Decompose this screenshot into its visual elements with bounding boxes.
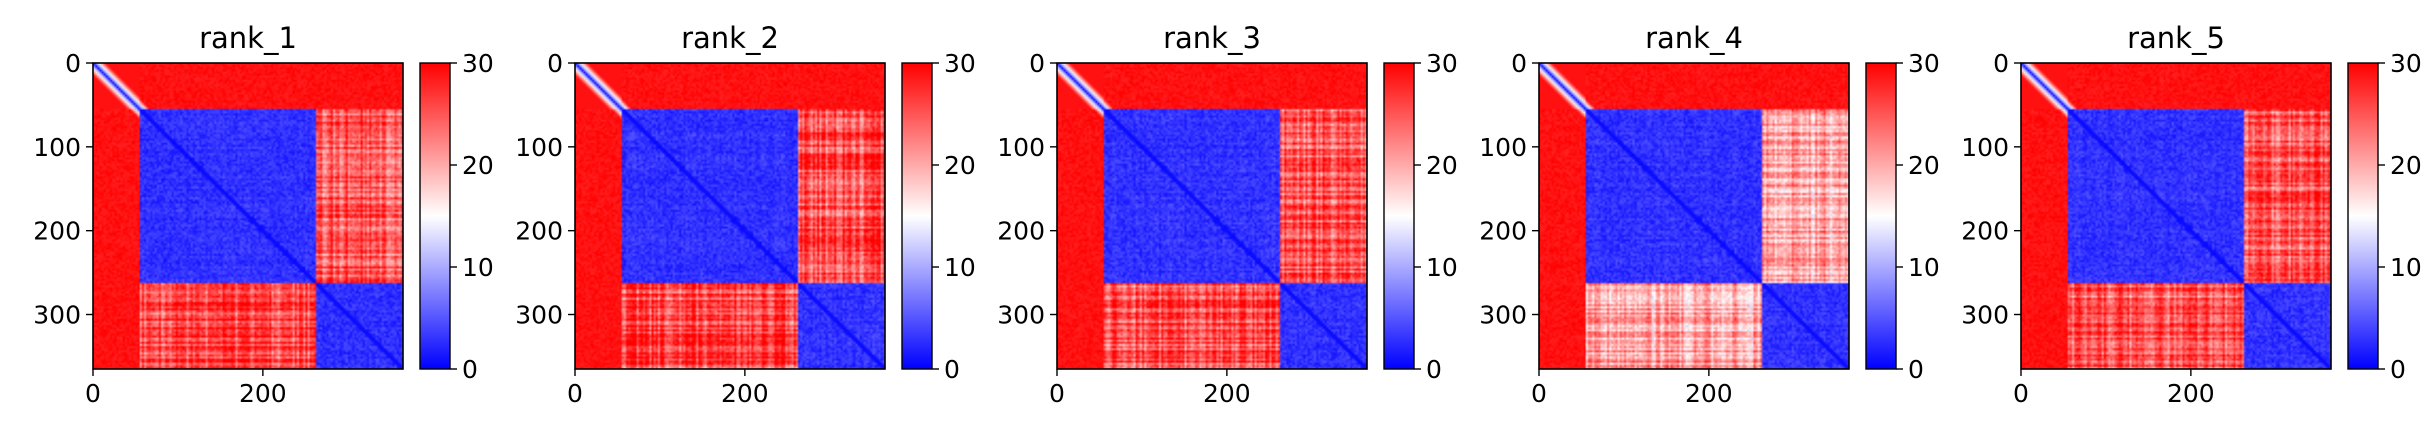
y-tick-label: 300 (997, 301, 1045, 330)
y-tick-label: 0 (1511, 49, 1527, 78)
panel-title: rank_3 (1163, 21, 1261, 55)
colorbar (1866, 63, 1896, 369)
subplot-rank-4: rank_4 0 200 0 100 200 300 0 10 20 30 (1479, 21, 1940, 408)
heatmap-image (2021, 63, 2331, 369)
colorbar-frame (1383, 62, 1415, 370)
x-tick-label: 200 (239, 379, 287, 408)
x-tick-label: 0 (85, 379, 101, 408)
panel-title: rank_4 (1645, 21, 1743, 55)
y-tick-label: 200 (33, 217, 81, 246)
x-tick-label: 0 (567, 379, 583, 408)
colorbar (2348, 63, 2378, 369)
y-tick-label: 200 (1961, 217, 2009, 246)
colorbar-tick-label: 10 (1908, 253, 1940, 282)
colorbar (420, 63, 450, 369)
x-tick-label: 200 (721, 379, 769, 408)
colorbar-frame (419, 62, 451, 370)
colorbar-tick-label: 30 (1426, 49, 1458, 78)
colorbar (1384, 63, 1414, 369)
x-tick-label: 0 (1049, 379, 1065, 408)
subplot-rank-3: rank_3 0 200 0 100 200 300 0 10 20 30 (997, 21, 1458, 408)
y-tick-label: 100 (997, 133, 1045, 162)
y-tick-label: 300 (33, 301, 81, 330)
axes-frame (2020, 62, 2332, 370)
colorbar-tick-label: 0 (462, 355, 478, 384)
colorbar-tick-label: 30 (944, 49, 976, 78)
colorbar-tick-label: 10 (462, 253, 494, 282)
heatmap-image (575, 63, 885, 369)
y-tick-label: 100 (1479, 133, 1527, 162)
subplot-rank-5: rank_5 0 200 0 100 200 300 0 10 20 30 (1961, 21, 2422, 408)
heatmap-image (93, 63, 403, 369)
y-tick-label: 100 (33, 133, 81, 162)
colorbar-tick-label: 30 (1908, 49, 1940, 78)
y-tick-label: 0 (547, 49, 563, 78)
colorbar (902, 63, 932, 369)
y-tick-label: 100 (1961, 133, 2009, 162)
colorbar-tick-label: 10 (2390, 253, 2422, 282)
y-tick-label: 200 (1479, 217, 1527, 246)
y-tick-label: 0 (1029, 49, 1045, 78)
heatmap-image (1057, 63, 1367, 369)
heatmap-image (1539, 63, 1849, 369)
axes-frame (92, 62, 404, 370)
subplot-rank-2: rank_2 0 200 0 100 200 300 0 10 20 30 (515, 21, 976, 408)
y-tick-label: 0 (1993, 49, 2009, 78)
colorbar-tick-label: 20 (1908, 151, 1940, 180)
colorbar-frame (2347, 62, 2379, 370)
x-tick-label: 200 (1685, 379, 1733, 408)
y-tick-label: 0 (65, 49, 81, 78)
y-tick-label: 100 (515, 133, 563, 162)
colorbar-tick-label: 0 (944, 355, 960, 384)
colorbar-tick-label: 20 (2390, 151, 2422, 180)
x-tick-label: 0 (1531, 379, 1547, 408)
panel-title: rank_2 (681, 21, 779, 55)
colorbar-frame (1865, 62, 1897, 370)
y-tick-label: 300 (515, 301, 563, 330)
colorbar-tick-label: 10 (1426, 253, 1458, 282)
x-tick-label: 200 (1203, 379, 1251, 408)
x-tick-label: 200 (2167, 379, 2215, 408)
colorbar-tick-label: 20 (1426, 151, 1458, 180)
axes-frame (1056, 62, 1368, 370)
colorbar-tick-label: 10 (944, 253, 976, 282)
colorbar-tick-label: 20 (462, 151, 494, 180)
panel-title: rank_1 (199, 21, 297, 55)
subplot-rank-1: rank_1 0 200 0 100 200 300 0 10 20 30 (33, 21, 494, 408)
axes-frame (1538, 62, 1850, 370)
axes-frame (574, 62, 886, 370)
colorbar-tick-label: 0 (2390, 355, 2406, 384)
colorbar-tick-label: 0 (1908, 355, 1924, 384)
colorbar-tick-label: 0 (1426, 355, 1442, 384)
y-tick-label: 300 (1961, 301, 2009, 330)
colorbar-frame (901, 62, 933, 370)
panel-title: rank_5 (2127, 21, 2225, 55)
colorbar-tick-label: 30 (462, 49, 494, 78)
y-tick-label: 200 (997, 217, 1045, 246)
x-tick-label: 0 (2013, 379, 2029, 408)
colorbar-tick-label: 30 (2390, 49, 2422, 78)
colorbar-tick-label: 20 (944, 151, 976, 180)
y-tick-label: 200 (515, 217, 563, 246)
y-tick-label: 300 (1479, 301, 1527, 330)
